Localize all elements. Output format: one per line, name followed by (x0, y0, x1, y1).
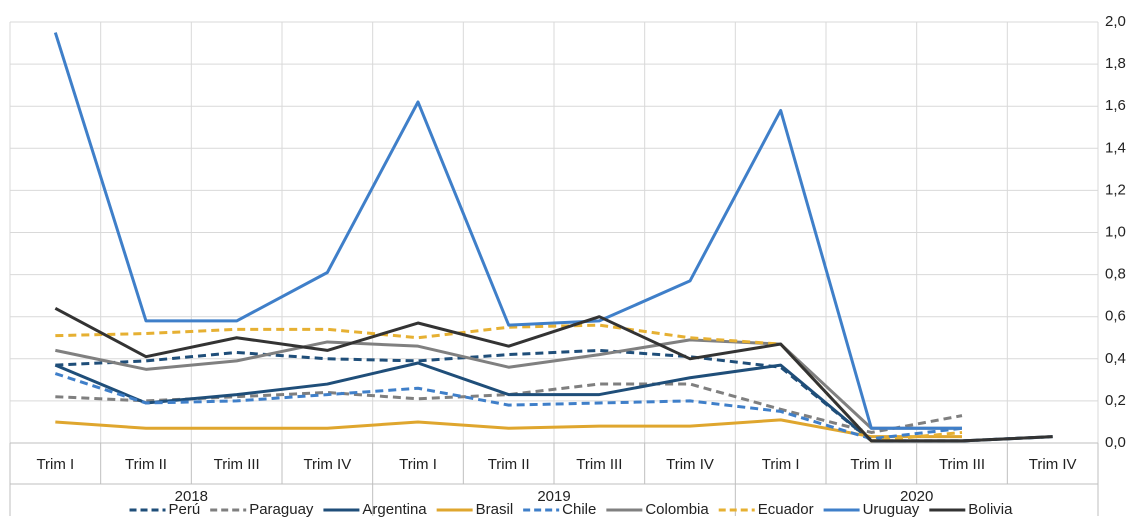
x-tick-label: Trim IV (666, 456, 714, 473)
y-tick-label: 0,0 (1105, 434, 1126, 451)
x-tick-label: Trim II (125, 456, 167, 473)
y-tick-label: 1,0 (1105, 223, 1126, 240)
legend-label: Ecuador (758, 501, 814, 518)
legend-label: Perú (169, 501, 201, 518)
x-tick-label: Trim III (939, 456, 985, 473)
y-tick-label: 0,2 (1105, 392, 1126, 409)
x-tick-label: Trim IV (303, 456, 351, 473)
series-line (55, 338, 962, 430)
x-group-label: 2020 (900, 488, 933, 505)
legend-label: Uruguay (863, 501, 920, 518)
x-tick-label: Trim I (399, 456, 437, 473)
legend-label: Argentina (362, 501, 427, 518)
y-tick-label: 0,4 (1105, 350, 1126, 367)
series-line (54, 306, 1053, 443)
x-group-label: 2019 (537, 488, 570, 505)
x-tick-label: Trim II (850, 456, 892, 473)
x-tick-label: Trim III (214, 456, 260, 473)
legend-label: Colombia (645, 501, 709, 518)
legend-label: Bolivia (968, 501, 1013, 518)
legend-label: Chile (562, 501, 596, 518)
y-tick-label: 1,6 (1105, 97, 1126, 114)
y-tick-label: 0,8 (1105, 266, 1126, 283)
y-tick-label: 2,0 (1105, 13, 1126, 30)
series-line (55, 382, 963, 434)
x-tick-label: Trim IV (1029, 456, 1077, 473)
legend-label: Brasil (476, 501, 514, 518)
series-line (54, 372, 963, 441)
y-tick-label: 1,4 (1105, 139, 1126, 156)
x-tick-label: Trim II (488, 456, 530, 473)
series-line (53, 32, 962, 430)
series-line (55, 418, 962, 439)
x-group-label: 2018 (175, 488, 208, 505)
x-tick-label: Trim I (36, 456, 74, 473)
y-tick-label: 1,2 (1105, 181, 1126, 198)
y-tick-label: 0,6 (1105, 308, 1126, 325)
y-tick-label: 1,8 (1105, 55, 1126, 72)
legend-label: Paraguay (249, 501, 314, 518)
x-tick-label: Trim I (762, 456, 800, 473)
x-tick-label: Trim III (576, 456, 622, 473)
